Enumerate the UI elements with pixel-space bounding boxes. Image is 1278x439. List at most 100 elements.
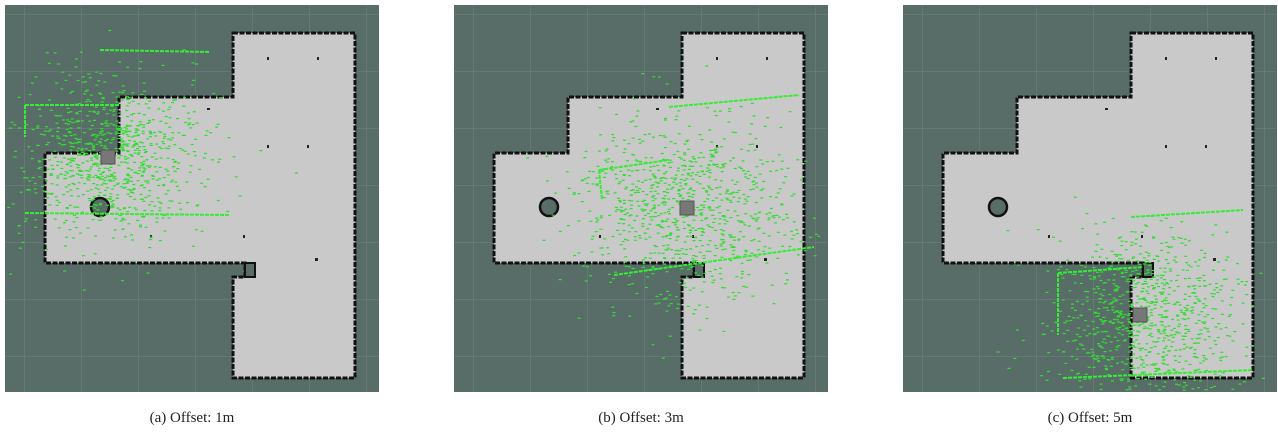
particle	[677, 304, 680, 305]
particle	[127, 143, 130, 144]
particle	[211, 159, 214, 160]
particle	[137, 134, 140, 135]
particle	[644, 215, 647, 216]
particle	[144, 181, 147, 182]
particle	[567, 225, 570, 226]
particle	[138, 152, 141, 153]
particle	[1127, 379, 1130, 380]
particle	[703, 281, 706, 282]
particle	[611, 140, 614, 141]
particle	[106, 187, 109, 188]
particle	[739, 222, 742, 223]
particle	[177, 132, 180, 133]
particle	[1245, 356, 1248, 357]
particle	[187, 112, 190, 113]
particle	[711, 215, 714, 216]
particle	[1220, 328, 1223, 329]
particle	[659, 226, 662, 227]
particle	[144, 97, 147, 98]
particle	[738, 198, 741, 199]
particle	[162, 184, 165, 185]
particle	[1187, 375, 1190, 376]
particle	[1097, 315, 1100, 316]
particle	[1094, 333, 1097, 334]
particle	[1184, 294, 1187, 295]
particle	[775, 197, 778, 198]
particle	[1172, 337, 1175, 338]
particle	[714, 179, 717, 180]
particle	[1163, 359, 1166, 360]
particle	[124, 236, 127, 237]
particle	[685, 216, 688, 217]
particle	[1219, 289, 1222, 290]
particle	[127, 99, 130, 100]
particle	[641, 210, 644, 211]
particle	[56, 175, 59, 176]
particle	[1122, 316, 1125, 317]
particle	[194, 155, 197, 156]
particle	[1156, 256, 1159, 257]
particle	[150, 145, 153, 146]
particle	[1101, 323, 1104, 324]
particle	[698, 157, 701, 158]
particle	[1097, 308, 1100, 309]
particle	[1131, 336, 1134, 337]
particle	[99, 204, 102, 205]
particle	[611, 169, 614, 170]
particle	[1063, 322, 1066, 323]
particle	[122, 150, 125, 151]
particle	[754, 214, 757, 215]
particle	[1197, 265, 1200, 266]
particle	[54, 52, 57, 53]
particle	[54, 157, 57, 158]
particle	[99, 73, 102, 74]
particle	[149, 132, 152, 133]
particle	[1121, 362, 1124, 363]
particle	[102, 109, 105, 110]
particle	[1165, 355, 1168, 356]
particle	[1141, 372, 1144, 373]
particle	[1120, 303, 1123, 304]
particle	[619, 201, 622, 202]
particle	[123, 90, 126, 91]
particle	[692, 156, 695, 157]
particle	[1165, 259, 1168, 260]
particle	[1066, 341, 1069, 342]
particle	[635, 170, 638, 171]
particle	[138, 170, 141, 171]
particle	[193, 111, 196, 112]
particle	[80, 149, 83, 150]
particle	[1138, 331, 1141, 332]
particle	[55, 83, 58, 84]
particle	[669, 233, 672, 234]
particle	[1154, 346, 1157, 347]
particle	[112, 111, 115, 112]
particle	[1093, 277, 1096, 278]
particle	[39, 116, 42, 117]
particle	[56, 131, 59, 132]
particle	[1128, 333, 1131, 334]
particle	[76, 139, 79, 140]
particle	[167, 109, 170, 110]
particle	[77, 155, 80, 156]
particle	[139, 124, 142, 125]
particle	[714, 255, 717, 256]
particle	[172, 159, 175, 160]
particle	[702, 229, 705, 230]
particle	[1199, 277, 1202, 278]
particle	[1071, 370, 1074, 371]
particle	[156, 218, 159, 219]
particle	[578, 193, 581, 194]
particle	[1145, 262, 1148, 263]
particle	[619, 171, 622, 172]
particle	[1139, 350, 1142, 351]
particle	[108, 170, 111, 171]
particle	[618, 223, 621, 224]
particle	[89, 169, 92, 170]
particle	[777, 192, 780, 193]
particle	[1204, 253, 1207, 254]
particle	[1212, 296, 1215, 297]
particle	[62, 140, 65, 141]
particle	[108, 30, 111, 31]
particle	[744, 254, 747, 255]
